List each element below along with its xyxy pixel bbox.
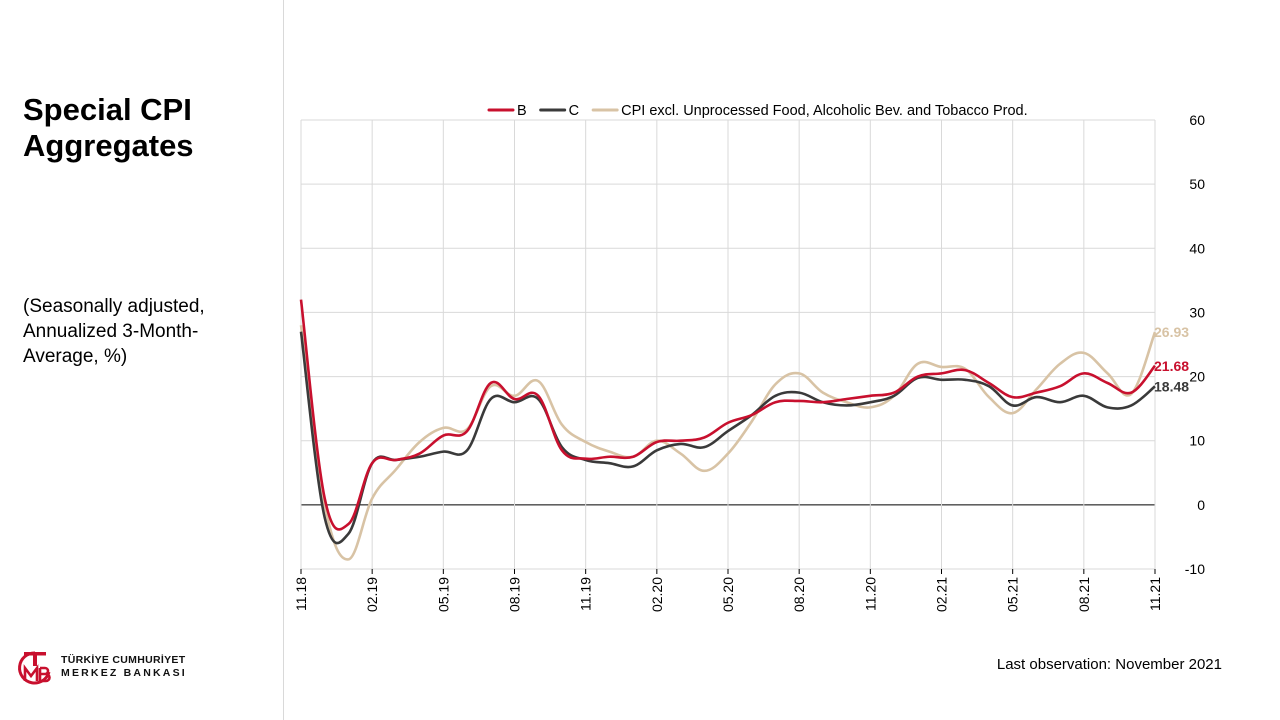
x-tick-label: 11.18 [293,577,309,611]
y-tick-label: 0 [1197,497,1205,513]
y-tick-label: 50 [1189,176,1205,192]
y-tick-label: 20 [1189,369,1205,385]
x-tick-label: 02.19 [364,577,380,612]
x-tick-label: 08.21 [1076,577,1092,612]
end-value-label: 21.68 [1154,358,1189,374]
line-chart: -10 0 10 20 30 40 50 60 11.18 02.19 05.19 08.19 11.1… [293,103,1205,612]
y-tick-label: 30 [1189,304,1205,320]
y-tick-label: -10 [1185,561,1205,577]
x-tick-label: 08.20 [791,577,807,612]
legend-label: CPI excl. Unprocessed Food, Alcoholic Be… [621,103,1028,119]
tcmb-emblem-icon [18,651,51,685]
left-panel: Special CPI Aggregates (Seasonally adjus… [0,0,284,720]
x-tick-label: 02.21 [934,577,950,612]
y-tick-label: 40 [1189,240,1205,256]
chart-end-labels: 21.68 18.48 26.93 [1154,324,1189,394]
x-tick-label: 11.20 [862,577,878,611]
logo-line-2: MERKEZ BANKASI [61,667,187,679]
x-tick-label: 05.20 [720,577,736,612]
chart-series [299,299,1157,561]
x-tick-label: 02.20 [649,577,665,612]
legend-label: B [517,103,527,119]
x-tick-label: 08.19 [507,577,523,612]
logo-line-1: TÜRKİYE CUMHURİYET [61,654,186,666]
x-tick-label: 11.21 [1147,577,1163,611]
page-title: Special CPI Aggregates [23,92,194,163]
y-tick-label: 60 [1189,112,1205,128]
chart-axes: -10 0 10 20 30 40 50 60 11.18 02.19 05.19 08.19 11.1… [293,112,1205,612]
legend-item: C [539,103,579,119]
series-line-b [299,299,1157,531]
x-tick-label: 05.19 [435,577,451,612]
x-tick-label: 05.21 [1005,577,1021,612]
page-subtitle: (Seasonally adjusted, Annualized 3-Month… [23,296,205,367]
series-line-c [299,331,1156,545]
legend-label: C [569,103,579,119]
logo-wordmark: TÜRKİYE CUMHURİYET MERKEZ BANKASI [61,654,187,680]
x-tick-label: 11.19 [578,577,594,611]
end-value-label: 26.93 [1154,324,1189,340]
chart-legend: B C CPI excl. Unprocessed Food, Alcoholic … [487,103,1028,119]
last-observation-note: Last observation: November 2021 [996,656,1222,673]
legend-item: CPI excl. Unprocessed Food, Alcoholic Be… [591,103,1028,119]
series-line-cpi [299,325,1157,561]
y-tick-label: 10 [1189,433,1205,449]
central-bank-logo: TÜRKİYE CUMHURİYET MERKEZ BANKASI [15,648,215,688]
end-value-label: 18.48 [1154,378,1189,394]
chart-grid [300,119,1156,570]
legend-item: B [487,103,527,119]
